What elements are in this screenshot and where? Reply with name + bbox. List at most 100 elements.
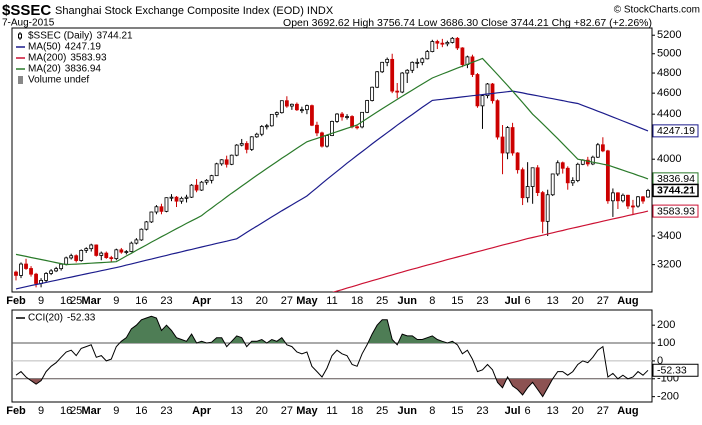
candle-body [149, 211, 154, 223]
x-tick-label: 11 [326, 295, 337, 307]
x-tick-label: 6 [525, 295, 531, 307]
candle-body [460, 47, 465, 65]
value-tag [652, 204, 699, 218]
x-tick-label: Feb [6, 295, 26, 307]
value-tag [652, 124, 699, 138]
candles [14, 37, 650, 288]
candle-body [294, 103, 299, 111]
value-tag [652, 183, 699, 198]
candle-body [144, 221, 149, 230]
value-tag-label: 3744.21 [657, 185, 695, 197]
candle-body [435, 41, 440, 44]
x-tick-label: 13 [231, 295, 243, 307]
x-tick-label: 16 [60, 405, 72, 417]
x-tick-label: 9 [38, 405, 44, 417]
candle-body [495, 100, 500, 138]
candle-body [114, 249, 119, 260]
candle-body [44, 273, 48, 281]
candle-body [219, 159, 224, 165]
candle-body [626, 194, 630, 207]
y-tick-label: 0 [657, 355, 663, 367]
cci-line [15, 315, 649, 398]
candle-body [555, 162, 560, 175]
candle-body [104, 252, 109, 259]
moving-average-line [15, 57, 649, 266]
x-tick-label: 9 [38, 295, 44, 307]
x-tick-label: 20 [256, 405, 268, 417]
candle-body [400, 72, 405, 93]
candle-body [340, 113, 344, 118]
candle-body [355, 126, 359, 129]
y-tick-label: 5200 [657, 29, 681, 41]
candle-body [29, 268, 33, 275]
candle-body [505, 127, 510, 154]
candle-body [425, 51, 430, 60]
candle-body [139, 228, 144, 241]
x-tick-label: 9 [113, 405, 119, 417]
candle-body [159, 206, 164, 212]
candle-body [244, 143, 249, 150]
candle-body [164, 197, 169, 212]
candle-body [214, 163, 219, 177]
candle-body [124, 251, 129, 253]
quote: Open 3692.62 High 3756.74 Low 3686.30 Cl… [283, 17, 652, 29]
x-tick-label: May [296, 405, 318, 417]
x-tick-label: 23 [160, 405, 172, 417]
candle-body [79, 249, 84, 261]
x-tick-label: 23 [476, 405, 488, 417]
candle-body [440, 42, 445, 45]
legend-label: MA(50) [28, 42, 61, 53]
candle-body [300, 109, 304, 112]
x-tick-label: 27 [597, 295, 609, 307]
x-tick-label: 15 [451, 405, 463, 417]
candle-body [59, 263, 64, 270]
cci-panel-frame [11, 309, 653, 403]
candle-body [289, 103, 294, 107]
candle-body [616, 192, 620, 202]
candle-body [174, 196, 179, 202]
candle-body [254, 133, 259, 138]
x-tick-label: 16 [135, 295, 147, 307]
candle-body [194, 184, 199, 191]
x-tick-label: 25 [376, 295, 388, 307]
x-tick-label: Mar [81, 295, 101, 307]
value-tag [652, 363, 699, 377]
candle-body [234, 144, 239, 156]
candle-body [595, 144, 600, 158]
candle-body [455, 37, 460, 49]
candle-body [94, 244, 99, 256]
candle-body [610, 192, 615, 202]
y-tick-label: 4800 [657, 67, 681, 79]
candle-body [345, 116, 349, 118]
date: 7-Aug-2015 [2, 18, 55, 29]
candle-body [641, 196, 645, 202]
candle-body [49, 270, 54, 274]
candle-body [385, 58, 390, 63]
legend-value: 3836.94 [65, 64, 102, 75]
y-tick-label: -200 [657, 391, 679, 403]
candle-body [450, 37, 455, 43]
x-tick-label: 13 [547, 295, 559, 307]
candle-body [310, 105, 314, 126]
candle-body [515, 152, 520, 171]
candle-body [14, 271, 18, 276]
x-tick-label: 6 [525, 405, 531, 417]
legend-label: $SSEC (Daily) [28, 31, 92, 42]
candle-body [646, 190, 650, 198]
legend-label: MA(200) [28, 53, 66, 64]
x-tick-label: 27 [281, 295, 293, 307]
x-tick-label: 20 [256, 295, 268, 307]
candle-body [415, 61, 420, 64]
x-tick-label: May [296, 295, 318, 307]
candle-body [279, 100, 284, 114]
candle-body [209, 175, 214, 181]
candle-body [169, 196, 174, 199]
candle-body [154, 206, 159, 213]
candle-body [229, 154, 234, 165]
x-tick-label: 8 [429, 405, 435, 417]
candle-body [305, 105, 309, 111]
candle-body [545, 194, 550, 222]
candle-body [530, 167, 535, 187]
x-tick-label: Apr [192, 295, 212, 307]
